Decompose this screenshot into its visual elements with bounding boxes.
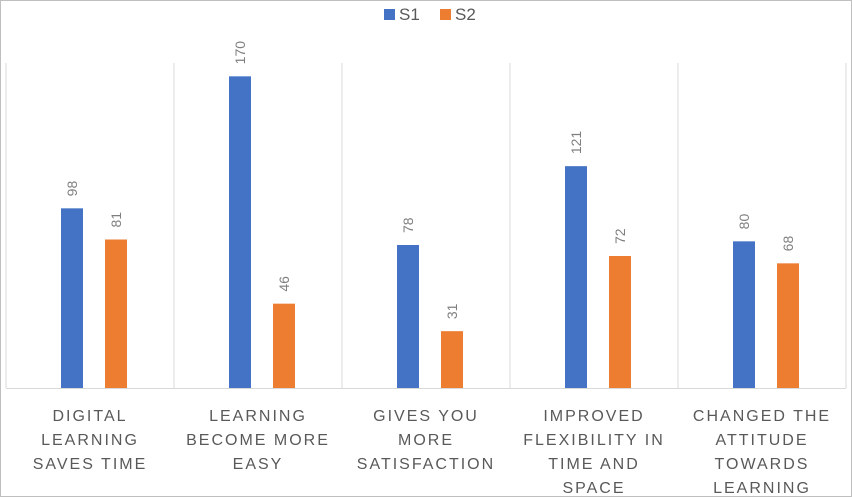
bar-s1-1 bbox=[229, 76, 251, 388]
category-label-4: CHANGED THE ATTITUDE TOWARDS LEARNING bbox=[693, 408, 831, 496]
data-label-s1-4: 80 bbox=[736, 214, 752, 230]
legend-label-s1: S1 bbox=[399, 5, 420, 24]
bar-s1-2 bbox=[397, 245, 419, 388]
category-separators bbox=[5, 63, 847, 388]
bar-s2-2 bbox=[441, 331, 463, 388]
bar-s2-0 bbox=[105, 239, 127, 388]
category-label-3: IMPROVED FLEXIBILITY IN TIME AND SPACE bbox=[523, 408, 665, 496]
category-labels: DIGITAL LEARNING SAVES TIME LEARNING BECOME … bbox=[33, 408, 831, 496]
bar-s2-4 bbox=[777, 263, 799, 388]
bar-s2-1 bbox=[273, 303, 295, 388]
data-label-s1-2: 78 bbox=[400, 217, 416, 233]
data-label-s1-1: 170 bbox=[232, 41, 248, 65]
bar-s2-3 bbox=[609, 256, 631, 388]
category-label-0: DIGITAL LEARNING SAVES TIME bbox=[33, 408, 148, 473]
data-label-s2-4: 68 bbox=[780, 236, 796, 252]
category-label-2: GIVES YOU MORE SATISFACTION bbox=[357, 408, 495, 473]
data-label-s2-0: 81 bbox=[108, 212, 124, 228]
data-label-s2-1: 46 bbox=[276, 276, 292, 292]
bar-s1-0 bbox=[61, 208, 83, 388]
legend-label-s2: S2 bbox=[455, 5, 476, 24]
bars bbox=[61, 76, 799, 388]
bar-s1-4 bbox=[733, 241, 755, 388]
legend-swatch-s1 bbox=[384, 9, 395, 20]
category-label-1: LEARNING BECOME MORE EASY bbox=[186, 408, 330, 473]
data-label-s2-2: 31 bbox=[444, 303, 460, 319]
bar-s1-3 bbox=[565, 166, 587, 388]
data-label-s2-3: 72 bbox=[612, 228, 628, 244]
legend: S1 S2 bbox=[384, 5, 476, 24]
data-label-s1-0: 98 bbox=[64, 181, 80, 197]
data-labels: 98 81 170 46 78 31 121 72 80 68 bbox=[64, 41, 796, 319]
legend-swatch-s2 bbox=[440, 9, 451, 20]
data-label-s1-3: 121 bbox=[568, 131, 584, 155]
